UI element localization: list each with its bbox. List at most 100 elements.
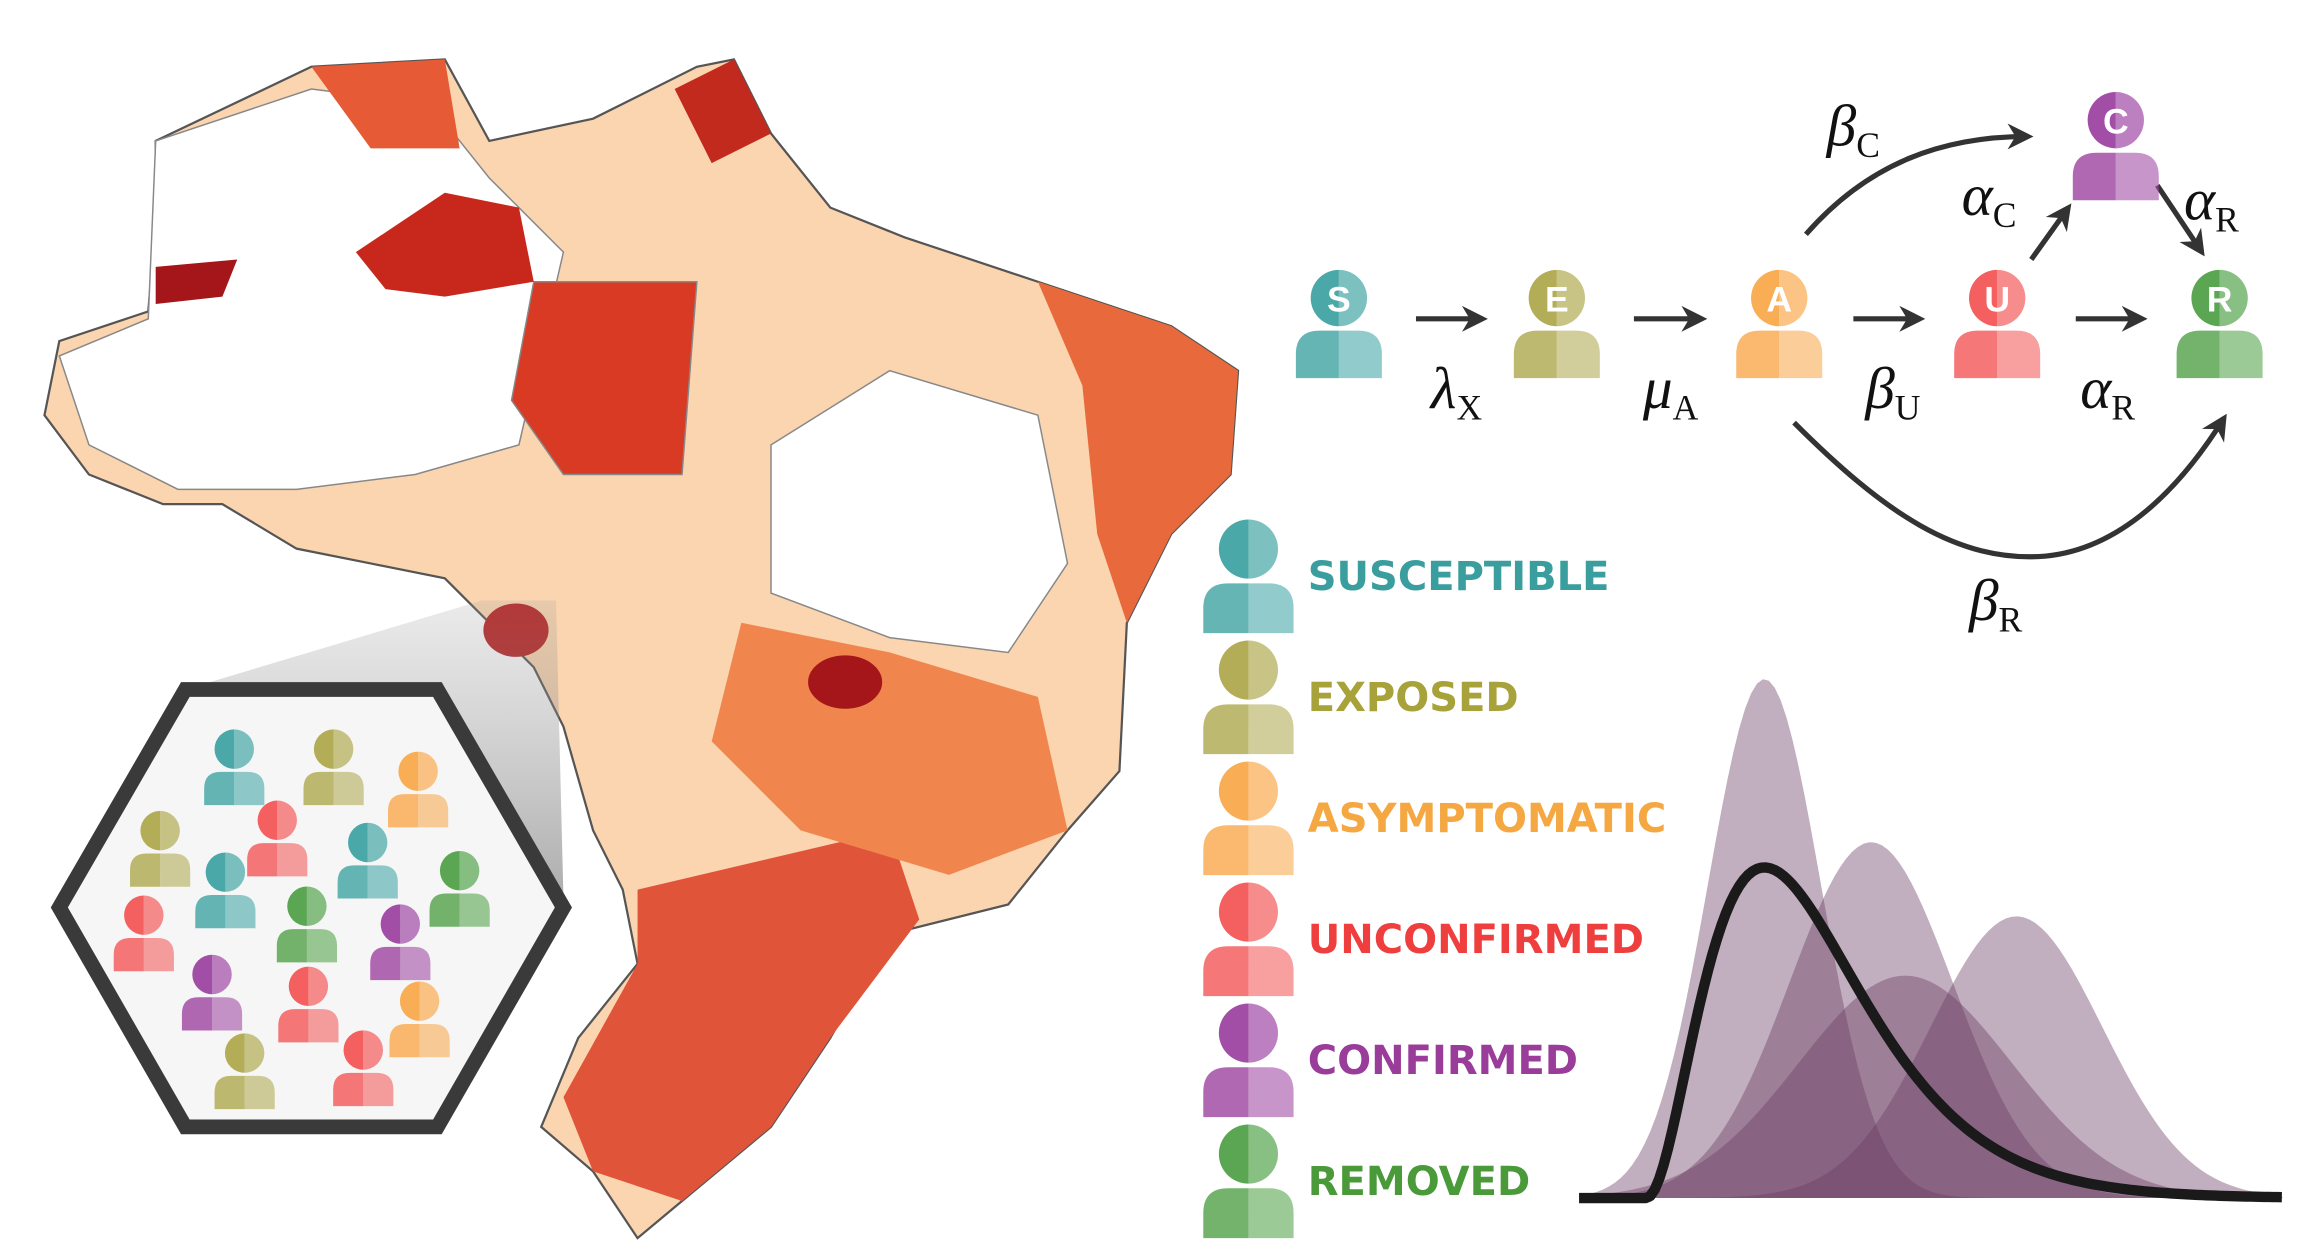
density-area bbox=[1579, 842, 2284, 1199]
body-left bbox=[1203, 583, 1249, 634]
edge-symbol: λ bbox=[1429, 355, 1457, 421]
body-right bbox=[459, 893, 490, 927]
body-left bbox=[1203, 1067, 1249, 1118]
head-right bbox=[160, 810, 180, 851]
arrow bbox=[1803, 123, 2034, 237]
person-icon bbox=[1203, 519, 1294, 634]
legend-label: UNCONFIRMED bbox=[1308, 917, 1644, 963]
head-left bbox=[192, 954, 213, 995]
density-area bbox=[1579, 916, 2284, 1199]
head-right bbox=[418, 751, 438, 792]
head-right bbox=[1556, 269, 1585, 327]
map-region bbox=[770, 369, 1069, 654]
map bbox=[43, 58, 1240, 1240]
person-icon bbox=[370, 904, 431, 981]
distribution-sketch bbox=[1578, 679, 2284, 1204]
person-icon: A bbox=[1736, 269, 1823, 379]
body-left bbox=[204, 771, 235, 806]
person-icon bbox=[276, 886, 338, 963]
body-right bbox=[1248, 704, 1294, 755]
head-right bbox=[459, 850, 480, 891]
person-icon bbox=[247, 800, 308, 877]
head-right bbox=[277, 800, 297, 840]
body-left bbox=[337, 865, 368, 899]
head-left bbox=[313, 729, 334, 769]
body-right bbox=[1248, 946, 1294, 997]
body-left bbox=[278, 1009, 309, 1043]
body-left bbox=[429, 893, 460, 927]
body-right bbox=[400, 946, 431, 981]
edge-subscript: X bbox=[1456, 388, 1482, 428]
body-left bbox=[2176, 330, 2220, 379]
inset-population bbox=[113, 729, 490, 1110]
head-left bbox=[1218, 882, 1249, 942]
person-icon bbox=[333, 1030, 394, 1107]
person-icon bbox=[204, 729, 265, 806]
edge-label: μA bbox=[1642, 355, 1699, 428]
arrow bbox=[1792, 413, 2227, 560]
body-left bbox=[333, 1072, 364, 1107]
edge-symbol: α bbox=[2080, 355, 2113, 421]
head-right bbox=[1248, 1003, 1279, 1063]
head-left bbox=[348, 822, 368, 863]
body-left bbox=[214, 1075, 245, 1110]
body-right bbox=[1338, 330, 1382, 379]
head-left bbox=[1218, 1124, 1249, 1184]
person-icon bbox=[130, 810, 191, 887]
person-icon bbox=[113, 895, 174, 972]
legend-label: ASYMPTOMATIC bbox=[1308, 796, 1666, 842]
person-icon bbox=[195, 852, 256, 929]
body-left bbox=[1736, 330, 1780, 379]
body-right bbox=[308, 1009, 339, 1043]
body-left bbox=[1203, 704, 1249, 755]
map-region bbox=[674, 59, 771, 164]
person-icon: E bbox=[1513, 269, 1600, 379]
map-region bbox=[711, 622, 1068, 875]
edge-symbol: α bbox=[2184, 166, 2217, 232]
nodes: S E A U C R bbox=[1295, 91, 2263, 379]
head-right bbox=[419, 981, 440, 1021]
head-left bbox=[398, 751, 419, 792]
head-right bbox=[1248, 761, 1279, 821]
body-right bbox=[1248, 1067, 1294, 1118]
head-right bbox=[1248, 519, 1279, 579]
body-left bbox=[247, 843, 278, 877]
body-left bbox=[303, 771, 334, 806]
head-left bbox=[1218, 640, 1249, 700]
edge-label: βC bbox=[1826, 92, 1880, 165]
head-right bbox=[234, 729, 254, 769]
map-region bbox=[510, 281, 698, 476]
edge-symbol: β bbox=[1864, 355, 1895, 421]
person-icon: S bbox=[1295, 269, 1382, 379]
map-region bbox=[1037, 281, 1239, 623]
edge-label: αC bbox=[1962, 162, 2017, 235]
edge-label: λX bbox=[1429, 355, 1483, 428]
head-right bbox=[400, 904, 421, 944]
map-region bbox=[563, 830, 920, 1202]
person-icon: R bbox=[2176, 269, 2263, 379]
head-left bbox=[343, 1030, 364, 1070]
head-right bbox=[225, 852, 246, 892]
body-left bbox=[1295, 330, 1339, 379]
head-left bbox=[2191, 269, 2220, 327]
person-icon bbox=[1203, 761, 1294, 876]
head-left bbox=[287, 886, 307, 926]
head-left bbox=[224, 1033, 245, 1073]
person-icon bbox=[337, 822, 398, 899]
edge-label: αR bbox=[2184, 166, 2239, 239]
person-icon bbox=[1203, 882, 1294, 997]
node-label: E bbox=[1545, 280, 1569, 320]
edge-label: βR bbox=[1968, 567, 2023, 640]
edge-subscript: R bbox=[2215, 199, 2239, 239]
head-left bbox=[2087, 91, 2116, 149]
person-icon bbox=[1203, 1124, 1294, 1239]
head-left bbox=[1751, 269, 1780, 327]
legend-label: REMOVED bbox=[1308, 1159, 1530, 1205]
body-left bbox=[1513, 330, 1557, 379]
body-right bbox=[244, 1075, 275, 1110]
head-right bbox=[143, 895, 164, 935]
head-left bbox=[380, 904, 401, 944]
head-right bbox=[1779, 269, 1808, 327]
